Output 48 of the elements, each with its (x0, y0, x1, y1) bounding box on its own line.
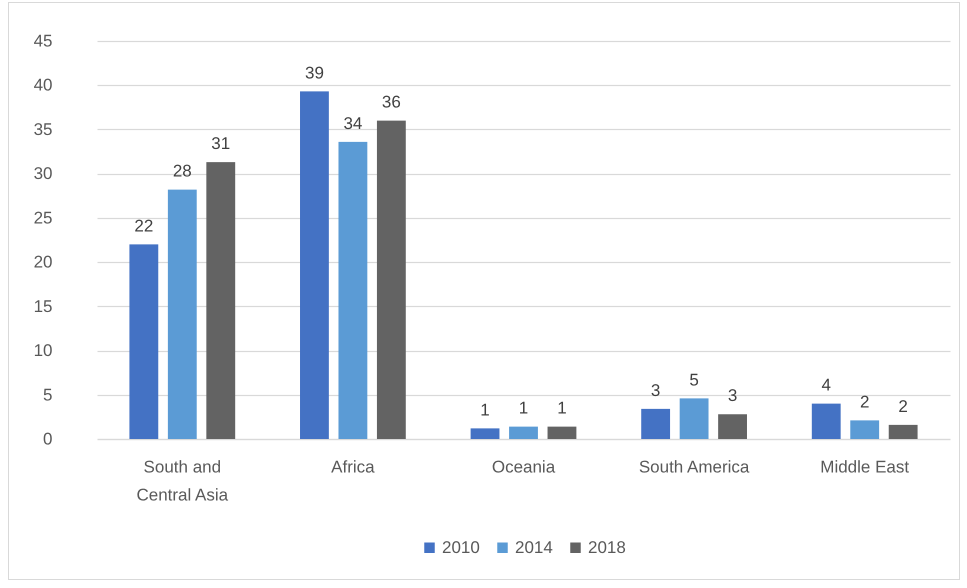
data-label: 2 (860, 392, 870, 412)
data-label: 34 (343, 114, 362, 133)
data-label: 1 (518, 398, 528, 418)
data-label: 28 (172, 162, 192, 181)
y-tick-label: 40 (34, 76, 52, 95)
bar (470, 428, 500, 439)
bar (338, 142, 368, 439)
data-label: 3 (728, 386, 738, 406)
y-tick-label: 15 (34, 296, 52, 316)
y-tick-label: 20 (34, 252, 52, 272)
data-label: 1 (480, 400, 490, 420)
bar (548, 426, 576, 439)
bar (206, 162, 236, 439)
data-label: 3 (650, 380, 660, 400)
x-tick-label: South America (638, 458, 750, 476)
data-label: 39 (304, 63, 324, 82)
x-tick-label: Middle East (820, 458, 910, 476)
y-tick-label: 5 (43, 385, 52, 404)
y-tick-label: 0 (43, 430, 52, 448)
x-tick-label: Oceania (492, 458, 556, 476)
bar (850, 420, 880, 439)
bar (718, 414, 747, 439)
x-tick-label: Africa (331, 458, 376, 476)
bar (129, 244, 158, 439)
legend-label: 2018 (588, 538, 626, 557)
data-label: 31 (211, 134, 230, 154)
y-tick-label: 35 (34, 120, 52, 139)
y-tick-label: 45 (34, 32, 52, 50)
bar (888, 424, 918, 439)
legend-label: 2010 (442, 538, 480, 557)
data-label: 2 (898, 396, 908, 416)
bar (509, 426, 538, 439)
bar (641, 408, 670, 439)
y-tick-label: 30 (34, 164, 52, 184)
data-label: 1 (557, 398, 567, 418)
bar (376, 120, 406, 439)
bar (168, 190, 197, 439)
y-tick-label: 10 (34, 341, 52, 360)
data-label: 36 (382, 92, 401, 112)
bar (680, 398, 709, 439)
y-tick-label: 25 (34, 208, 52, 228)
data-label: 4 (822, 376, 831, 395)
data-label: 5 (689, 370, 699, 390)
data-label: 22 (134, 216, 154, 236)
bar (812, 404, 841, 439)
legend-label: 2014 (515, 538, 553, 557)
x-tick-label: South and Central Asia (136, 458, 229, 504)
bar (300, 91, 329, 439)
